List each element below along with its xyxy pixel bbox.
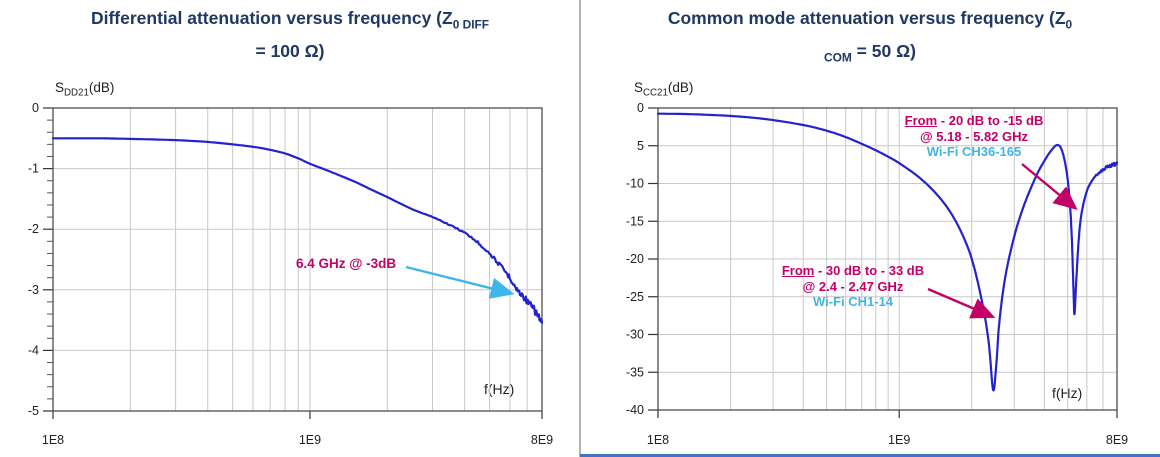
x-tick-label: 8E9 — [531, 433, 553, 447]
plot-frame — [52, 107, 543, 412]
left-chart-title-line1: Differential attenuation versus frequenc… — [90, 8, 453, 28]
wifi24-annotation-line2: @ 2.4 - 2.47 GHz — [802, 278, 904, 294]
right-chart-title-line2: = 50 Ω) — [851, 40, 916, 61]
left-annotation-text: 6.4 GHz @ -3dB — [296, 256, 397, 271]
x-tick-label: 8E9 — [1106, 433, 1128, 447]
wifi24-annotation-range: - 30 dB to - 33 dB — [814, 263, 925, 278]
y-tick-label: -1 — [28, 162, 39, 176]
plot-frame — [657, 107, 1118, 411]
right-y-axis-label-sub: CC21 — [643, 87, 668, 99]
chart-canvas-0: 0 -1 -2 -3 -4 -5 1E8 1E9 8E9 — [28, 101, 553, 447]
left-chart-title: Differential attenuation versus frequenc… — [0, 5, 580, 64]
y-tick-label: -40 — [626, 403, 644, 417]
y-tick-label: 0 — [637, 101, 644, 115]
y-tick-label: -5 — [28, 404, 39, 418]
x-tick-label: 1E8 — [647, 433, 669, 447]
wifi24-annotation-line3: Wi-Fi CH1-14 — [812, 294, 894, 309]
bottom-border-line — [580, 454, 1160, 457]
wifi5-annotation-line1: From - 20 dB to -15 dB — [884, 113, 1064, 129]
right-y-axis-label: SCC21(dB) — [634, 80, 693, 99]
y-tick-label: -2 — [28, 222, 39, 236]
wifi5-annotation-line2: @ 5.18 - 5.82 GHz — [919, 128, 1029, 144]
charts-divider — [579, 0, 581, 457]
right-chart-title-line1: Common mode attenuation versus frequency… — [667, 8, 1066, 28]
wifi5-annotation: From - 20 dB to -15 dB @ 5.18 - 5.82 GHz… — [884, 113, 1064, 160]
left-chart-title-line2: = 100 Ω) — [255, 40, 325, 61]
y-tick-label: -15 — [626, 214, 644, 228]
y-tick-label: -25 — [626, 290, 644, 304]
y-tick-label: -30 — [626, 328, 644, 342]
right-chart-title-line2-subscript: COM — [824, 50, 852, 64]
y-tick-label: -4 — [28, 343, 39, 357]
left-chart-annotation: 6.4 GHz @ -3dB — [296, 256, 396, 272]
left-annotation-arrow — [405, 265, 515, 299]
y-tick-label: -10 — [626, 177, 644, 191]
wifi5-annotation-arrow — [1021, 163, 1078, 211]
x-tick-label: 1E9 — [299, 433, 321, 447]
chart-canvas-1: 0 5 -10 -15 -20 -25 -30 -35 -40 1E8 1E9 8E9 — [626, 101, 1128, 447]
right-chart-title-subscript: 0 — [1065, 17, 1073, 32]
series-scc21-curve — [656, 112, 1119, 392]
y-tick-label: 5 — [637, 139, 644, 153]
y-tick-label: -35 — [626, 365, 644, 379]
y-tick-label: -3 — [28, 283, 39, 297]
x-tick-label: 1E9 — [888, 433, 910, 447]
wifi5-annotation-line3: Wi-Fi CH36-165 — [926, 144, 1022, 159]
left-chart-title-subscript: 0 DIFF — [452, 17, 490, 32]
y-tick-label: -20 — [626, 252, 644, 266]
left-y-axis-label-sub: DD21 — [64, 87, 89, 99]
y-tick-label: 0 — [32, 101, 39, 115]
left-y-axis-label: SDD21(dB) — [55, 80, 114, 99]
wifi5-annotation-range: - 20 dB to -15 dB — [937, 113, 1044, 128]
wifi24-annotation-arrow — [927, 287, 996, 319]
wifi5-annotation-from: From — [904, 113, 938, 128]
left-y-axis-label-base: S — [55, 80, 65, 95]
left-y-axis-label-unit: (dB) — [88, 80, 115, 95]
left-x-axis-label: f(Hz) — [484, 381, 515, 397]
right-y-axis-label-base: S — [634, 80, 644, 95]
wifi24-annotation-from: From — [781, 263, 815, 278]
right-chart-title: Common mode attenuation versus frequency… — [580, 5, 1160, 70]
wifi24-annotation-line1: From - 30 dB to - 33 dB — [763, 263, 943, 279]
right-y-axis-label-unit: (dB) — [667, 80, 694, 95]
x-tick-label: 1E8 — [42, 433, 64, 447]
series-sdd21-curve — [51, 137, 544, 324]
wifi24-annotation: From - 30 dB to - 33 dB @ 2.4 - 2.47 GHz… — [763, 263, 943, 310]
right-x-axis-label: f(Hz) — [1052, 385, 1083, 401]
